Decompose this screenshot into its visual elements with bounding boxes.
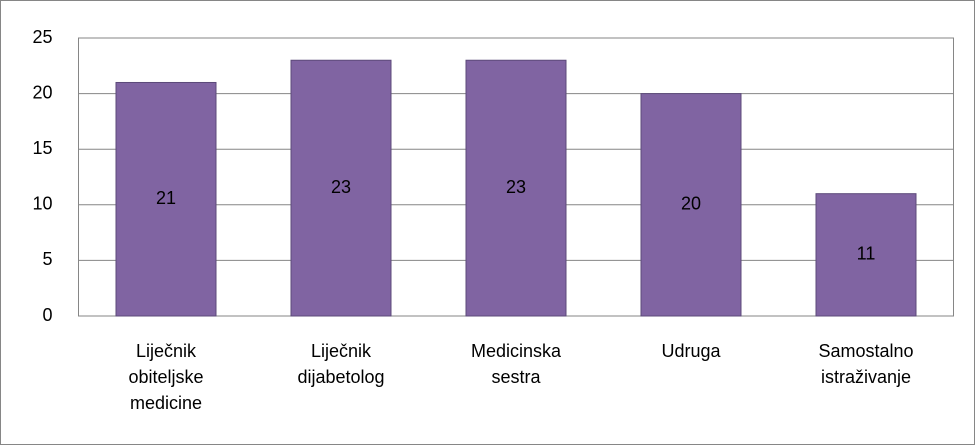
- x-tick-label: Udruga: [661, 341, 721, 361]
- data-label: 23: [506, 177, 526, 197]
- y-tick-label: 25: [32, 27, 52, 47]
- y-tick-label: 20: [32, 82, 52, 102]
- y-tick-label: 0: [42, 305, 52, 325]
- y-tick-label: 15: [32, 138, 52, 158]
- y-tick-label: 10: [32, 194, 52, 214]
- data-label: 21: [156, 188, 176, 208]
- bar: [290, 59, 392, 317]
- x-tick-label: Medicinska sestra: [471, 341, 562, 387]
- data-label: 20: [681, 194, 701, 214]
- x-tick-label: Samostalno istraživanje: [818, 341, 913, 387]
- x-tick-label: Liječnik dijabetolog: [297, 341, 384, 387]
- data-label: 23: [331, 177, 351, 197]
- bar: [465, 59, 567, 317]
- bar: [115, 81, 217, 317]
- x-tick-label: Liječnik obiteljske medicine: [128, 341, 203, 413]
- bar: [640, 93, 742, 317]
- y-tick-label: 5: [42, 249, 52, 269]
- data-label: 11: [857, 244, 876, 264]
- bar: [815, 193, 917, 317]
